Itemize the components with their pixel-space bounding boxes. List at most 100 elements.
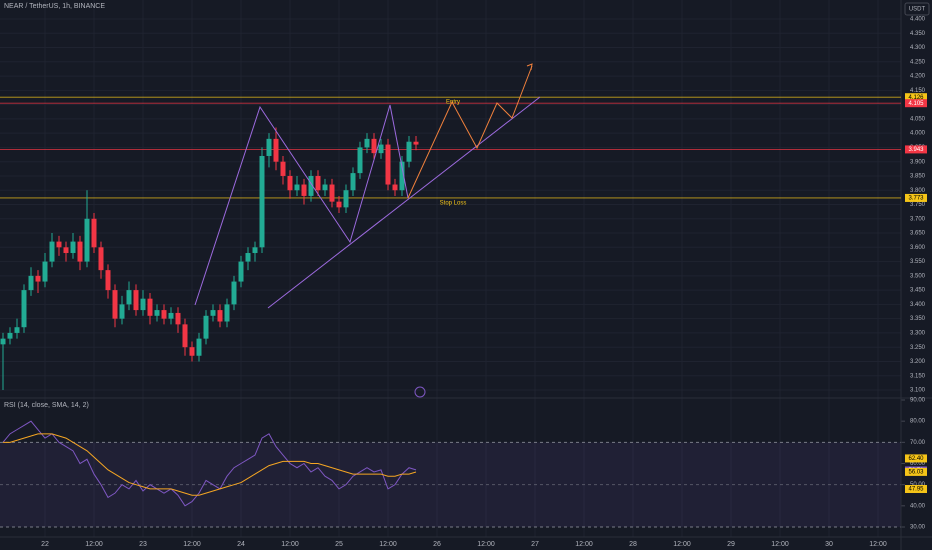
- candle-body: [231, 281, 237, 305]
- y-tick-label: 3.250: [910, 345, 926, 351]
- candle-body: [182, 324, 188, 348]
- candle-body: [399, 161, 405, 191]
- y-tick-label: 3.500: [910, 273, 926, 279]
- candle-body: [35, 275, 41, 282]
- candle-body: [287, 175, 293, 191]
- currency: USDT: [909, 7, 926, 13]
- candle-body: [217, 310, 223, 322]
- candle-body: [266, 138, 272, 156]
- candle-body: [259, 155, 265, 248]
- y-tick-label: 3.600: [910, 245, 926, 251]
- candle-body: [189, 347, 195, 356]
- candle-body: [245, 253, 251, 262]
- candle-body: [294, 184, 300, 191]
- grid: [0, 0, 905, 537]
- y-tick-label: 3.150: [910, 373, 926, 379]
- candle-body: [0, 338, 6, 345]
- rsi-label: 62.40: [908, 456, 924, 462]
- event-icon[interactable]: [414, 386, 426, 398]
- rsi-tick-label: 60.00: [910, 461, 926, 467]
- x-tick-label: 12:00: [379, 541, 397, 548]
- x-tick-label: 12:00: [85, 541, 103, 548]
- candle-body: [336, 201, 342, 208]
- x-tick-label: 22: [41, 541, 49, 548]
- candle-body: [175, 312, 181, 325]
- rsi-label-bg: [905, 485, 927, 494]
- candle-body: [224, 304, 230, 322]
- candle-body: [112, 290, 118, 319]
- rsi-sma-line: [3, 433, 417, 496]
- candle-body: [238, 261, 244, 282]
- price-label-bg: [905, 193, 927, 202]
- x-tick-label: 26: [433, 541, 441, 548]
- arrow-head: [526, 63, 533, 71]
- pattern-drawing: [194, 104, 409, 306]
- y-tick-label: 4.150: [910, 88, 926, 94]
- candle-body: [70, 241, 76, 254]
- candle-body: [21, 290, 27, 328]
- y-tick-label: 4.250: [910, 59, 926, 65]
- candle-body: [42, 261, 48, 282]
- price-label: 3.943: [908, 147, 924, 153]
- y-tick-label: 3.100: [910, 388, 926, 394]
- currency-box[interactable]: [904, 2, 930, 16]
- candle-body: [203, 315, 209, 339]
- candle-body: [63, 247, 69, 254]
- candle-body: [315, 175, 321, 191]
- x-tick-label: 12:00: [575, 541, 593, 548]
- rsi-label: 56.03: [908, 469, 924, 475]
- candle-body: [84, 218, 90, 262]
- y-tick-label: 3.450: [910, 288, 926, 294]
- y-tick-label: 3.900: [910, 159, 926, 165]
- y-tick-label: 3.700: [910, 216, 926, 222]
- x-tick-label: 12:00: [869, 541, 887, 548]
- x-tick-label: 29: [727, 541, 735, 548]
- x-tick-label: 23: [139, 541, 147, 548]
- plot: [0, 96, 901, 507]
- candle-body: [98, 247, 104, 271]
- candle-body: [28, 275, 34, 291]
- y-tick-label: 3.200: [910, 359, 926, 365]
- y-tick-label: 4.000: [910, 131, 926, 137]
- y-tick-label: 3.300: [910, 331, 926, 337]
- rsi-tick-label: 40.00: [910, 503, 926, 509]
- candle-body: [308, 175, 314, 196]
- rsi-label: 47.95: [908, 487, 924, 493]
- candle-body: [357, 147, 363, 174]
- candle-body: [126, 290, 132, 305]
- stop-loss-label: Stop Loss: [440, 201, 467, 207]
- candle-body: [413, 141, 419, 145]
- rsi-label-bg: [905, 467, 927, 476]
- candle-body: [350, 173, 356, 191]
- candle-body: [140, 298, 146, 311]
- candle-body: [406, 141, 412, 162]
- candle-body: [301, 184, 307, 196]
- candle-body: [364, 138, 370, 148]
- candle-body: [91, 218, 97, 248]
- y-tick-label: 3.800: [910, 188, 926, 194]
- rsi-title: RSI (14, close, SMA, 14, 2): [4, 402, 89, 409]
- candle-body: [273, 138, 279, 162]
- candle-body: [210, 310, 216, 316]
- projection: [407, 65, 533, 199]
- y-tick-label: 3.650: [910, 231, 926, 237]
- chart-title: NEAR / TetherUS, 1h, BINANCE: [4, 3, 105, 10]
- x-tick-label: 24: [237, 541, 245, 548]
- price-label: 4.105: [908, 101, 924, 107]
- y-tick-label: 3.550: [910, 259, 926, 265]
- rsi-label-bg: [905, 454, 927, 463]
- candle-body: [329, 184, 335, 202]
- candle-body: [343, 190, 349, 208]
- candle-body: [385, 144, 391, 185]
- rsi-tick-label: 70.00: [910, 440, 926, 446]
- candle-body: [7, 332, 13, 339]
- x-tick-label: 25: [335, 541, 343, 548]
- trend-line: [267, 96, 541, 309]
- candle-body: [392, 184, 398, 191]
- price-label-bg: [905, 99, 927, 108]
- candle-body: [322, 184, 328, 191]
- candle-body: [378, 144, 384, 154]
- candle-body: [371, 138, 377, 154]
